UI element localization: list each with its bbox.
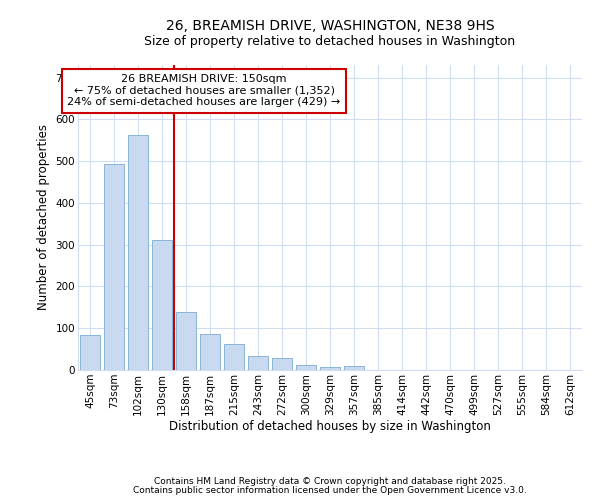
Bar — [200, 334, 220, 370]
Bar — [176, 312, 196, 370]
Text: Size of property relative to detached houses in Washington: Size of property relative to detached ho… — [145, 34, 515, 48]
Bar — [248, 356, 268, 370]
X-axis label: Distribution of detached houses by size in Washington: Distribution of detached houses by size … — [169, 420, 491, 434]
Bar — [128, 135, 148, 370]
Bar — [272, 358, 292, 370]
Text: Contains HM Land Registry data © Crown copyright and database right 2025.: Contains HM Land Registry data © Crown c… — [154, 477, 506, 486]
Bar — [80, 336, 100, 370]
Y-axis label: Number of detached properties: Number of detached properties — [37, 124, 50, 310]
Text: Contains public sector information licensed under the Open Government Licence v3: Contains public sector information licen… — [133, 486, 527, 495]
Text: 26, BREAMISH DRIVE, WASHINGTON, NE38 9HS: 26, BREAMISH DRIVE, WASHINGTON, NE38 9HS — [166, 18, 494, 32]
Bar — [152, 240, 172, 370]
Text: 26 BREAMISH DRIVE: 150sqm
← 75% of detached houses are smaller (1,352)
24% of se: 26 BREAMISH DRIVE: 150sqm ← 75% of detac… — [67, 74, 341, 108]
Bar — [296, 364, 316, 370]
Bar — [104, 164, 124, 370]
Bar — [320, 366, 340, 370]
Bar — [344, 366, 364, 370]
Bar — [224, 344, 244, 370]
